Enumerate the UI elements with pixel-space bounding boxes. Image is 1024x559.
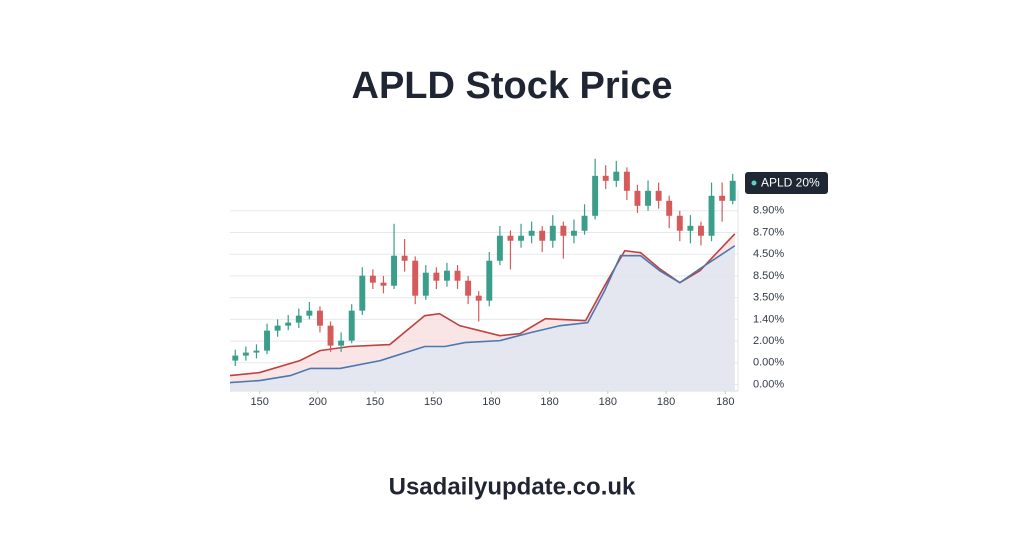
candle-body xyxy=(443,270,450,281)
candle-body xyxy=(285,322,292,326)
candle-body xyxy=(539,230,546,241)
y-tick-label: 8.90% xyxy=(753,205,784,217)
x-tick-label: 180 xyxy=(482,396,500,408)
candle-body xyxy=(655,190,662,201)
x-tick-label: 150 xyxy=(250,396,268,408)
candle-body xyxy=(401,255,408,261)
candle-body xyxy=(380,282,387,286)
candle-body xyxy=(338,340,345,346)
y-tick-label: 2.00% xyxy=(753,335,784,347)
candle-body xyxy=(602,175,609,181)
x-tick-label: 150 xyxy=(366,396,384,408)
x-tick-label: 180 xyxy=(716,396,734,408)
candle-body xyxy=(465,280,472,296)
x-tick-label: 200 xyxy=(309,396,327,408)
plot: 8.90% 8.70% 4.50% 8.50% 3.50% 1.40% 2.00% 0.00%… xyxy=(229,158,828,408)
candle-body xyxy=(274,325,281,331)
candle-body xyxy=(570,230,577,236)
candle-body xyxy=(475,295,482,301)
candle-body xyxy=(645,190,652,206)
chart-title: APLD Stock Price xyxy=(352,65,673,107)
candle-body xyxy=(454,270,461,281)
candle-body xyxy=(369,275,376,283)
y-tick-label: 4.50% xyxy=(753,248,784,260)
candle-body xyxy=(560,225,567,236)
candle-body xyxy=(666,200,673,216)
candle-body xyxy=(253,350,260,353)
candle-body xyxy=(359,275,366,311)
legend-box xyxy=(745,172,828,194)
candle-body xyxy=(676,215,683,231)
candle-body xyxy=(348,310,355,341)
candle-body xyxy=(306,310,313,316)
candle-body xyxy=(412,260,419,296)
y-tick-label: 3.50% xyxy=(753,292,784,304)
y-tick-label: 0.00% xyxy=(753,357,784,369)
candle-body xyxy=(581,215,588,231)
candle-body xyxy=(422,272,429,296)
y-tick-label: 0.00% xyxy=(753,378,784,390)
line xyxy=(229,233,736,377)
legend-dot xyxy=(751,180,757,186)
candle-body xyxy=(295,315,302,323)
candle-body xyxy=(327,325,334,346)
x-tick-label: 180 xyxy=(657,396,675,408)
legend-label: APLD 20% xyxy=(761,176,820,190)
y-tick-label: 8.50% xyxy=(753,270,784,282)
candle-body xyxy=(242,352,249,356)
x-tick-label: 180 xyxy=(599,396,617,408)
y-tick-label: 1.40% xyxy=(753,313,784,325)
source: Usadailyupdate.co.uk xyxy=(389,473,636,500)
candle-body xyxy=(623,171,630,191)
candle-body xyxy=(592,175,599,216)
candle-body xyxy=(708,195,715,236)
candle-body xyxy=(507,235,514,241)
line xyxy=(229,245,736,384)
candle-body xyxy=(719,195,726,201)
candle-body xyxy=(729,180,736,201)
candle-body xyxy=(433,272,440,281)
candle-body xyxy=(687,225,694,231)
x-tick-label: 180 xyxy=(540,396,558,408)
candle-body xyxy=(549,225,556,241)
candle-body xyxy=(518,235,525,241)
y-tick-label: 8.70% xyxy=(753,226,784,238)
candle-body xyxy=(486,260,493,301)
candle-body xyxy=(391,255,398,286)
candle-body xyxy=(697,225,704,236)
x-tick-label: 150 xyxy=(424,396,442,408)
candle-body xyxy=(316,310,323,326)
candle-body xyxy=(496,235,503,261)
candle-body xyxy=(264,330,271,351)
candle-body xyxy=(613,171,620,181)
candle-body xyxy=(528,230,535,236)
candle-body xyxy=(634,190,641,206)
candle-body xyxy=(232,355,239,361)
